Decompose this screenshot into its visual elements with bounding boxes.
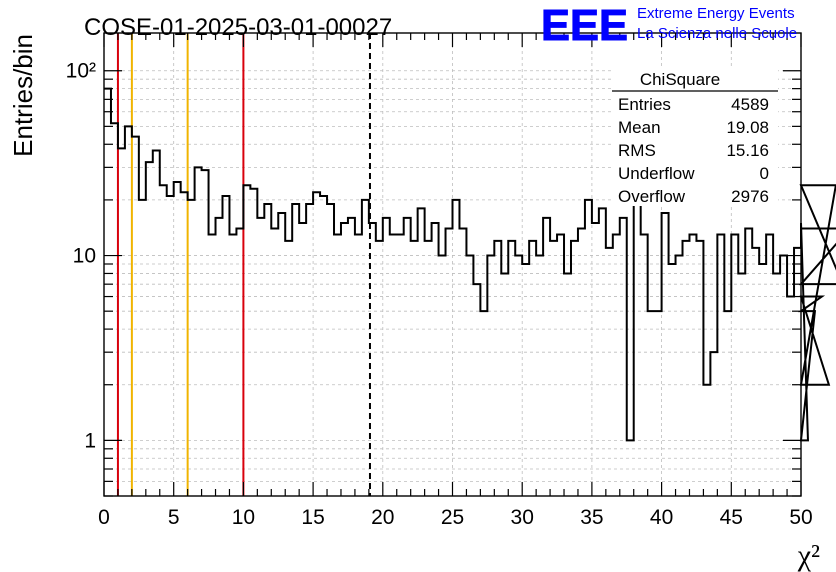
stats-title: ChiSquare: [640, 70, 720, 89]
stats-label-entries: Entries: [618, 95, 671, 114]
logo-line-2: La Scienza nelle Scuole: [637, 25, 797, 42]
gridlines: [103, 33, 802, 497]
stats-label-mean: Mean: [618, 118, 661, 137]
eee-logo: EEE Extreme Energy Events La Scienza nel…: [541, 1, 798, 51]
y-axis-label: Entries/bin: [8, 34, 38, 157]
x-tick-label: 35: [580, 506, 603, 529]
stats-value-rms: 15.16: [726, 141, 769, 160]
x-tick-label: 25: [441, 506, 464, 529]
x-tick-label: 20: [371, 506, 394, 529]
logo-line-1: Extreme Energy Events: [637, 5, 795, 22]
stats-value-entries: 4589: [731, 95, 769, 114]
x-tick-label: 5: [168, 506, 180, 529]
stats-label-overflow: Overflow: [618, 187, 686, 206]
x-tick-labels: 0 5 10 15 20 25 30 35 40 45 50: [98, 506, 813, 529]
axis-ticks: [103, 33, 802, 497]
x-tick-label: 10: [232, 506, 255, 529]
x-tick-label: 45: [720, 506, 743, 529]
x-tick-label: 0: [98, 506, 110, 529]
stats-box: ChiSquare Entries 4589 Mean 19.08 RMS 15…: [612, 68, 778, 206]
histogram: [104, 87, 836, 442]
chart-title: COSE-01-2025-03-01-00027: [84, 14, 392, 41]
stats-label-rms: RMS: [618, 141, 656, 160]
stats-label-underflow: Underflow: [618, 164, 695, 183]
x-axis-label: χ²: [797, 539, 820, 572]
x-tick-label: 40: [650, 506, 673, 529]
y-tick-label: 10: [73, 245, 96, 268]
y-tick-labels: 1 10 10²: [66, 60, 96, 453]
x-tick-label: 50: [789, 506, 812, 529]
y-tick-label: 10²: [66, 60, 96, 83]
stats-value-overflow: 2976: [731, 187, 769, 206]
y-tick-label: 1: [84, 429, 96, 452]
logo-mark: EEE: [541, 1, 628, 50]
histogram-outline: [104, 87, 836, 442]
x-tick-label: 30: [511, 506, 534, 529]
stats-value-underflow: 0: [760, 164, 769, 183]
x-tick-label: 15: [301, 506, 324, 529]
stats-value-mean: 19.08: [726, 118, 769, 137]
reference-lines: [116, 33, 371, 496]
